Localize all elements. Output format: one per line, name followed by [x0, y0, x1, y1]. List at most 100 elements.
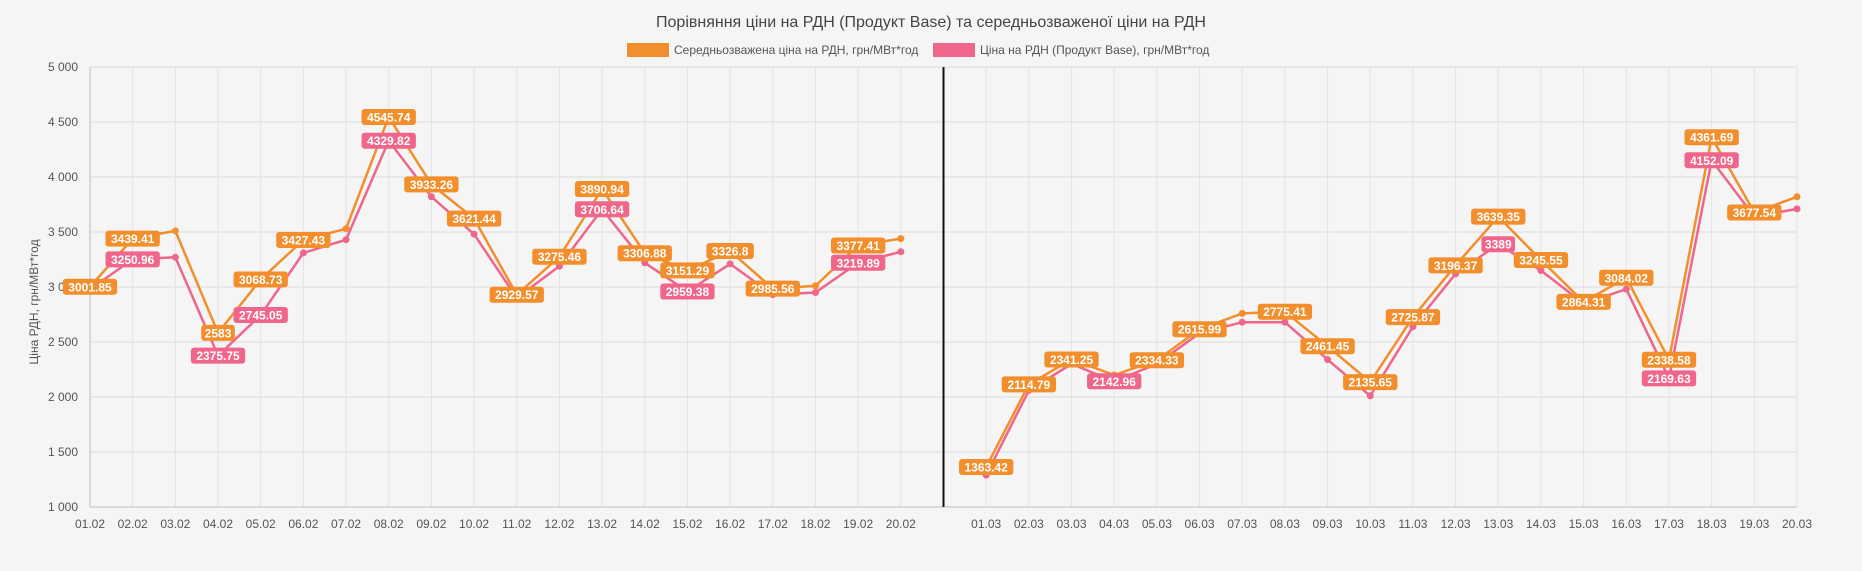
data-label-text: 2725.87 — [1391, 311, 1435, 325]
data-label: 2341.25 — [1044, 351, 1099, 368]
data-label-box — [105, 230, 160, 247]
data-label: 3677.54 — [1727, 204, 1782, 221]
data-label-box — [1481, 236, 1516, 253]
data-label-box — [1471, 208, 1526, 225]
data-label-box — [574, 180, 630, 197]
data-label-box — [532, 248, 587, 265]
y-tick-label: 4 500 — [48, 115, 78, 129]
data-label-box — [1428, 257, 1483, 274]
data-label-text: 2985.56 — [751, 282, 795, 296]
data-label: 2864.31 — [1556, 293, 1611, 310]
data-label-box — [201, 324, 235, 341]
data-label-text: 3639.35 — [1477, 210, 1521, 224]
x-tick-label: 05.03 — [1142, 517, 1172, 531]
data-label-text: 2745.05 — [239, 309, 283, 323]
legend-swatch — [627, 43, 669, 57]
x-tick-label: 19.03 — [1739, 517, 1769, 531]
data-point — [1281, 318, 1289, 326]
data-label: 3706.64 — [574, 201, 630, 218]
y-tick-label: 1 000 — [48, 500, 78, 514]
data-label: 3427.43 — [276, 231, 331, 248]
data-label-box — [190, 347, 246, 364]
data-label-box — [1641, 370, 1697, 387]
data-point — [1366, 392, 1374, 400]
data-label: 4329.82 — [361, 132, 416, 149]
data-label: 3933.26 — [404, 176, 459, 193]
data-label-box — [1684, 152, 1739, 169]
x-tick-label: 03.02 — [160, 517, 190, 531]
data-label-text: 2338.58 — [1647, 353, 1691, 367]
data-label-text: 3427.43 — [282, 233, 326, 247]
x-tick-label: 18.03 — [1697, 517, 1727, 531]
data-point — [1238, 309, 1246, 317]
x-tick-label: 15.02 — [672, 517, 702, 531]
data-label: 3621.44 — [446, 210, 502, 227]
x-tick-label: 15.03 — [1569, 517, 1599, 531]
x-tick-label: 12.03 — [1441, 517, 1471, 531]
x-tick-label: 20.03 — [1782, 517, 1812, 531]
x-tick-label: 07.03 — [1227, 517, 1257, 531]
data-label: 3068.73 — [233, 271, 288, 288]
data-label-box — [574, 201, 630, 218]
data-label: 3084.02 — [1599, 269, 1654, 286]
data-label: 2114.79 — [1001, 376, 1056, 393]
data-label: 1363.42 — [959, 459, 1014, 476]
data-point — [726, 260, 734, 268]
data-label-text: 3890.94 — [580, 182, 624, 196]
x-tick-label: 02.03 — [1014, 517, 1044, 531]
data-label-text: 3377.41 — [836, 239, 880, 253]
data-label-box — [745, 280, 800, 297]
x-tick-label: 20.02 — [886, 517, 916, 531]
x-tick-label: 03.03 — [1057, 517, 1087, 531]
data-label-text: 4361.69 — [1690, 131, 1734, 145]
data-label: 2725.87 — [1385, 309, 1441, 326]
data-label: 4361.69 — [1684, 129, 1739, 146]
data-label-box — [1257, 303, 1313, 320]
data-point — [1238, 318, 1246, 326]
x-tick-label: 19.02 — [843, 517, 873, 531]
data-point — [897, 248, 905, 256]
data-point — [342, 225, 350, 233]
data-label-text: 3933.26 — [410, 178, 454, 192]
data-label: 3245.55 — [1513, 251, 1569, 268]
data-label-box — [1513, 251, 1569, 268]
data-label-box — [1641, 351, 1697, 368]
data-label-text: 3245.55 — [1519, 253, 1563, 267]
data-label-text: 4545.74 — [367, 110, 411, 124]
x-tick-label: 05.02 — [246, 517, 276, 531]
x-tick-label: 04.02 — [203, 517, 233, 531]
x-tick-label: 11.02 — [502, 517, 531, 531]
data-label-box — [1044, 351, 1099, 368]
data-label-text: 3677.54 — [1733, 206, 1777, 220]
data-point — [811, 282, 819, 290]
data-label-box — [959, 459, 1014, 476]
data-point — [1537, 267, 1545, 274]
x-axis-ticks: 01.02 02.02 03.02 04.02 05.02 06.02 07.02 08.02… — [75, 517, 1812, 531]
data-label-text: 3389 — [1485, 238, 1512, 252]
data-label-box — [1300, 338, 1355, 355]
data-label-text: 2114.79 — [1007, 378, 1050, 392]
y-axis-title: Ціна РДН, грн/МВт*год — [27, 239, 41, 364]
x-tick-label: 04.03 — [1099, 517, 1129, 531]
data-label-box — [361, 108, 416, 125]
x-tick-label: 09.02 — [416, 517, 446, 531]
y-tick-label: 3 500 — [48, 225, 78, 239]
chart-title: Порівняння ціни на РДН (Продукт Base) та… — [656, 14, 1206, 31]
data-label-text: 2341.25 — [1050, 353, 1094, 367]
data-label: 3326.8 — [706, 243, 754, 260]
x-tick-label: 13.02 — [587, 517, 617, 531]
series-line — [985, 135, 1798, 468]
x-tick-label: 06.03 — [1185, 517, 1215, 531]
data-point — [897, 235, 905, 243]
data-point — [427, 193, 435, 201]
x-tick-label: 01.02 — [75, 517, 105, 531]
data-label: 2135.65 — [1343, 374, 1398, 391]
grid — [89, 66, 1798, 508]
data-label-box — [361, 132, 416, 149]
data-label-text: 2583 — [205, 326, 232, 340]
data-point — [342, 236, 350, 244]
data-label-text: 2142.96 — [1093, 375, 1137, 389]
data-label-box — [1599, 269, 1654, 286]
data-label: 3250.96 — [105, 251, 160, 268]
legend: Середньозважена ціна на РДН, грн/МВт*год… — [627, 43, 1209, 57]
